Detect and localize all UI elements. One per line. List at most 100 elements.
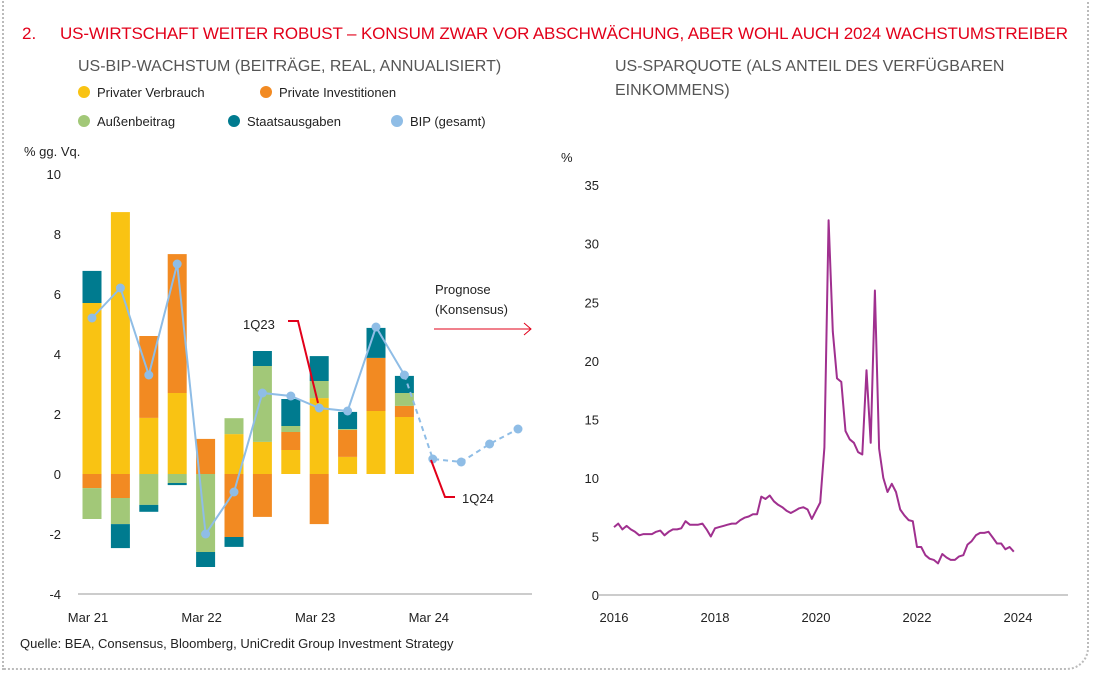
annotation-line-1q23 — [288, 320, 319, 404]
y-tick-label: 0 — [54, 467, 61, 482]
bar-segment-sa — [281, 399, 301, 426]
y-tick-label: 20 — [585, 354, 599, 369]
bar-segment-sa — [224, 537, 244, 547]
bar-segment-sa — [196, 552, 216, 567]
bar-segment-pi — [338, 429, 358, 457]
bar-segment-sa — [394, 375, 414, 393]
bip-point — [314, 403, 324, 413]
bar-segment-pv — [281, 450, 301, 474]
bip-point — [172, 259, 182, 269]
bip-point — [144, 370, 154, 380]
x-tick-label: Mar 22 — [181, 610, 221, 625]
bip-point — [371, 322, 381, 332]
x-tick-label: 2020 — [802, 610, 831, 625]
bip-line-forecast — [403, 374, 519, 464]
y-tick-label: 30 — [585, 237, 599, 252]
bar-segment-pi — [224, 474, 244, 537]
legend-swatch — [391, 115, 403, 127]
bar-segment-ab — [394, 393, 414, 406]
bar-segment-ab — [82, 488, 102, 519]
bar-segment-pv — [224, 434, 244, 474]
bar-segment-ab — [281, 426, 301, 432]
bar-segment-ab — [167, 474, 187, 483]
y-tick-label: 5 — [592, 529, 599, 544]
x-tick-label: Mar 23 — [295, 610, 335, 625]
bar-segment-pv — [167, 393, 187, 474]
bar-segment-pi — [309, 474, 329, 525]
bar-segment-sa — [252, 351, 272, 366]
bar-segment-pv — [139, 417, 159, 474]
y-tick-label: 10 — [585, 471, 599, 486]
y-tick-label: 6 — [54, 287, 61, 302]
bar-segment-pi — [110, 474, 130, 498]
legend-label: Außenbeitrag — [97, 114, 175, 129]
bar-segment-pv — [110, 212, 130, 474]
bip-point — [229, 487, 239, 497]
bip-point — [343, 406, 353, 416]
bar-segment-pi — [167, 254, 187, 393]
saving-rate-chart: 0 5 10 15 20 25 30 35 2016 2018 2020 2022 2024 — [585, 178, 1068, 625]
bar-segment-ab — [338, 429, 358, 430]
bar-segment-pi — [196, 438, 216, 474]
saving-rate-line — [613, 219, 1015, 565]
figure-title: US-WIRTSCHAFT WEITER ROBUST – KONSUM ZWA… — [60, 24, 1068, 43]
bar-segment-pv — [394, 417, 414, 474]
y-tick-label: 8 — [54, 227, 61, 242]
x-tick-label: 2016 — [600, 610, 629, 625]
bar-segment-pi — [252, 474, 272, 517]
annotation-1q23: 1Q23 — [243, 317, 275, 332]
forecast-label-sub: (Konsensus) — [435, 302, 508, 317]
bar-segment-ab — [110, 498, 130, 525]
right-chart-title-line1: US-SPARQUOTE (ALS ANTEIL DES VERFÜGBAREN — [615, 57, 1004, 75]
bar-segment-pv — [82, 303, 102, 474]
right-chart-title-line2: EINKOMMENS) — [615, 82, 730, 99]
x-tick-label: Mar 21 — [68, 610, 108, 625]
y-tick-label: 10 — [47, 167, 61, 182]
left-chart-title: US-BIP-WACHSTUM (BEITRÄGE, REAL, ANNUALI… — [78, 57, 501, 75]
bar-segment-pi — [394, 405, 414, 417]
y-tick-label: 0 — [592, 588, 599, 603]
bar-segment-sa — [82, 270, 102, 303]
legend: Privater Verbrauch Private Investitionen A… — [78, 85, 486, 129]
annotation-line-1q24 — [430, 459, 455, 498]
bip-line-actual — [91, 263, 406, 537]
bar-segment-sa — [139, 504, 159, 512]
legend-label: Private Investitionen — [279, 85, 396, 100]
y-tick-label: 2 — [54, 407, 61, 422]
source-note: Quelle: BEA, Consensus, Bloomberg, UniCr… — [20, 636, 454, 651]
forecast-label: Prognose — [435, 282, 491, 297]
forecast-arrow-icon — [523, 322, 532, 336]
bip-point — [286, 391, 296, 401]
gdp-chart: -4 -2 0 2 4 6 8 10 Mar 21 Mar 22 Mar 23 Mar 24 1Q23 1… — [47, 167, 532, 625]
bip-point — [115, 283, 125, 293]
legend-label: Privater Verbrauch — [97, 85, 205, 100]
bar-segment-sa — [309, 356, 329, 381]
bip-point — [456, 457, 466, 467]
left-y-axis-label: % gg. Vq. — [24, 144, 80, 159]
right-y-axis-label: % — [561, 150, 573, 165]
y-tick-label: -2 — [49, 527, 61, 542]
legend-label: Staatsausgaben — [247, 114, 341, 129]
y-tick-label: 25 — [585, 295, 599, 310]
bar-segment-pv — [309, 398, 329, 474]
bar-segment-ab — [252, 366, 272, 442]
x-tick-label: Mar 24 — [409, 610, 449, 625]
legend-swatch — [78, 115, 90, 127]
y-tick-label: -4 — [49, 587, 61, 602]
figure-number: 2. — [22, 24, 36, 43]
bar-segment-sa — [110, 524, 130, 549]
bip-point — [485, 439, 495, 449]
x-tick-label: 2024 — [1004, 610, 1033, 625]
legend-swatch — [78, 86, 90, 98]
bar-segment-pv — [366, 411, 386, 474]
legend-swatch — [228, 115, 240, 127]
bar-segment-ab — [196, 474, 216, 552]
bar-segment-pv — [252, 441, 272, 474]
bip-point — [201, 529, 211, 539]
bar-segment-sa — [338, 411, 358, 429]
bip-point — [257, 388, 267, 398]
bar-segment-pi — [281, 432, 301, 450]
y-tick-label: 4 — [54, 347, 61, 362]
